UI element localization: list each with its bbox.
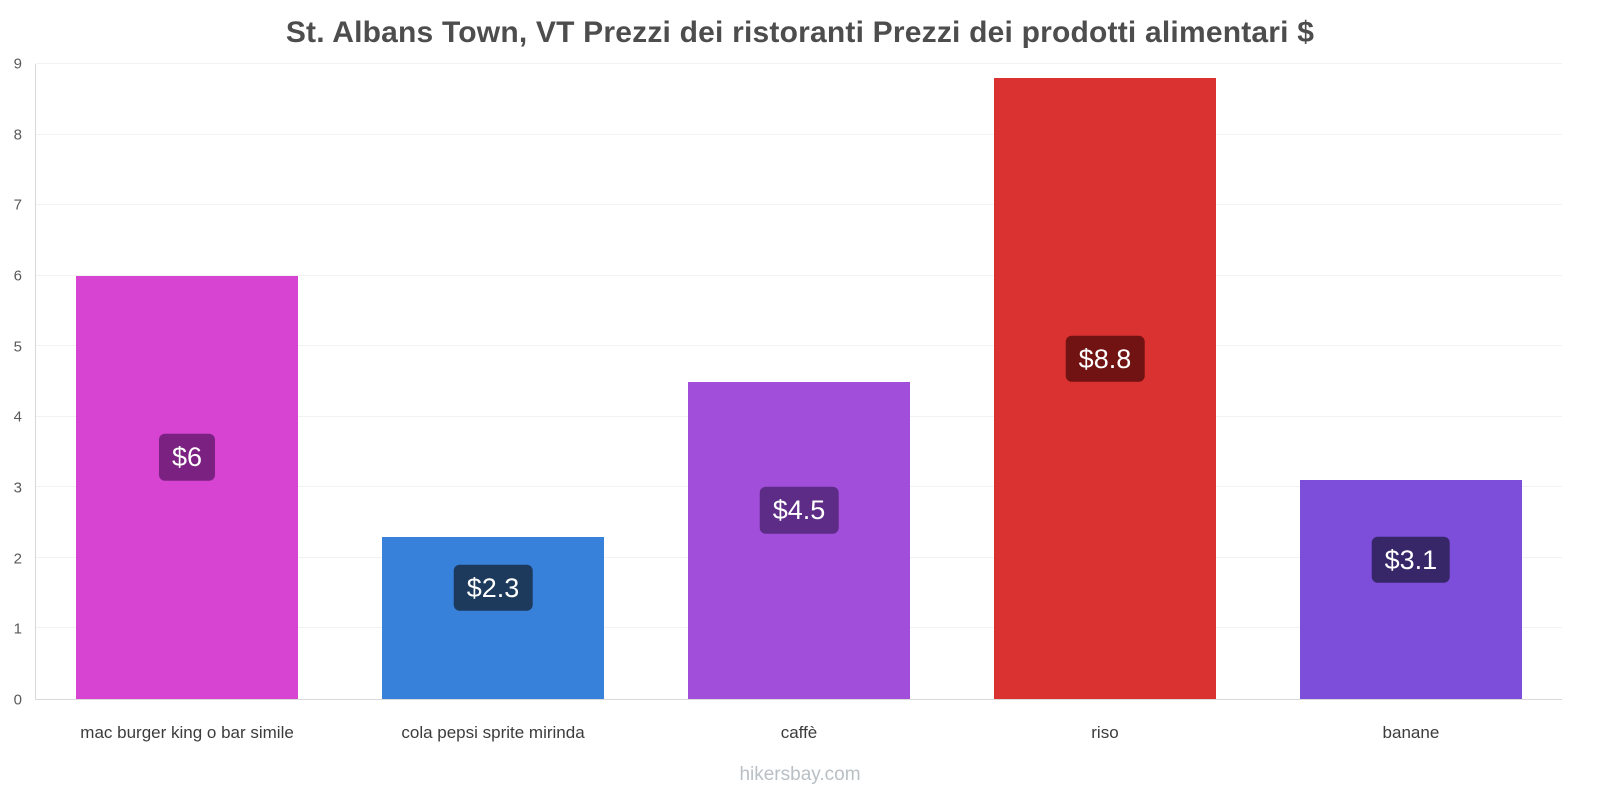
gridline bbox=[36, 274, 1562, 276]
category-label: banane bbox=[1382, 723, 1440, 742]
bar-value-label: $4.5 bbox=[759, 487, 839, 534]
bar-value-label: $3.1 bbox=[1371, 536, 1451, 583]
bar[interactable]: $6 bbox=[76, 275, 299, 699]
bar-column: $6 mac burger king o bar simile bbox=[76, 64, 299, 742]
y-tick-label: 1 bbox=[13, 620, 22, 638]
bar[interactable]: $3.1 bbox=[1299, 480, 1522, 699]
bar-value-label: $2.3 bbox=[453, 564, 533, 612]
y-tick-label: 3 bbox=[13, 479, 22, 497]
category-label: mac burger king o bar simile bbox=[80, 723, 294, 742]
y-tick-label: 7 bbox=[13, 196, 22, 214]
bar-value-label: $8.8 bbox=[1065, 335, 1145, 382]
bar-column: $4.5 caffè bbox=[687, 64, 911, 742]
plot-area: $6 mac burger king o bar simile $2.3 cola p… bbox=[35, 63, 1562, 742]
category-label: cola pepsi sprite mirinda bbox=[401, 723, 585, 742]
y-tick-label: 9 bbox=[13, 55, 22, 73]
bar-column: $3.1 banane bbox=[1299, 64, 1522, 742]
bar[interactable]: $2.3 bbox=[381, 536, 605, 699]
y-tick-label: 6 bbox=[13, 267, 22, 285]
footer-watermark: hikersbay.com bbox=[739, 764, 861, 785]
gridline bbox=[36, 63, 1562, 64]
y-tick-label: 4 bbox=[13, 408, 22, 426]
category-label: caffè bbox=[780, 723, 818, 742]
gridline bbox=[36, 204, 1562, 206]
y-tick-label: 0 bbox=[13, 691, 22, 709]
y-tick-label: 2 bbox=[13, 550, 22, 568]
bar[interactable]: $4.5 bbox=[687, 381, 911, 699]
chart-title: St. Albans Town, VT Prezzi dei ristorant… bbox=[285, 16, 1315, 49]
y-tick-label: 8 bbox=[13, 126, 22, 144]
gridline bbox=[36, 345, 1562, 347]
category-label: riso bbox=[1091, 723, 1119, 742]
bar[interactable]: $8.8 bbox=[993, 78, 1216, 699]
bar-value-label: $6 bbox=[159, 434, 216, 481]
bar-column: $2.3 cola pepsi sprite mirinda bbox=[381, 64, 605, 742]
y-axis: 0 1 2 3 4 5 6 7 8 9 bbox=[0, 57, 24, 708]
y-tick-label: 5 bbox=[13, 338, 22, 356]
bars: $6 mac burger king o bar simile $2.3 cola p… bbox=[36, 64, 1562, 742]
gridline bbox=[36, 133, 1562, 135]
bar-column: $8.8 riso bbox=[993, 64, 1216, 742]
